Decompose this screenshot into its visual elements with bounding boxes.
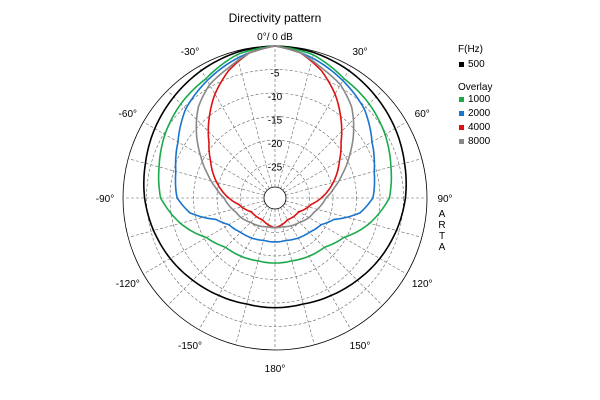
grid-spoke-120	[284, 203, 407, 275]
angle-tick-label-9: 150°	[350, 341, 371, 352]
legend-swatch-2000	[459, 111, 464, 116]
side-label-letter-2: T	[439, 231, 445, 242]
grid-spoke-330	[198, 66, 270, 189]
legend-overlay-header: Overlay	[458, 82, 492, 93]
angle-tick-label-4: -90°	[96, 194, 114, 205]
angle-tick-label-1: 30°	[352, 47, 367, 58]
grid-spoke-345	[235, 51, 273, 188]
legend-swatch-1000	[459, 97, 464, 102]
center-hole	[263, 186, 287, 210]
top-label: 0°/ 0 dB	[257, 32, 293, 43]
grid-spoke-300	[143, 121, 266, 193]
r-tick-label-1: -10	[268, 92, 283, 103]
legend-label-4000: 4000	[468, 122, 491, 133]
grid-spoke-15	[277, 51, 315, 188]
r-tick-label-2: -15	[268, 116, 283, 127]
grid-spoke-255	[128, 200, 265, 238]
angle-tick-label-8: -150°	[178, 341, 202, 352]
grid-spoke-315	[167, 90, 268, 191]
legend: F(Hz) Overlay 500 1000 2000 4000 8000	[458, 44, 492, 147]
angle-tick-labels: -30° 30° -60° 60° -90° 90° -120° 120° -150° 150° 1…	[96, 47, 453, 375]
grid-spoke-165	[277, 208, 315, 345]
side-label-letter-0: A	[439, 209, 446, 220]
angle-tick-label-10: 180°	[265, 364, 286, 375]
grid-spoke-105	[285, 200, 422, 238]
r-tick-label-3: -20	[268, 139, 283, 150]
angle-tick-label-2: -60°	[119, 109, 137, 120]
grid-spoke-30	[280, 66, 352, 189]
side-label-letter-1: R	[438, 220, 445, 231]
grid-ring-1	[169, 92, 381, 304]
grid-spoke-285	[128, 158, 265, 196]
grid-spoke-60	[284, 121, 407, 193]
legend-label-2000: 2000	[468, 108, 491, 119]
series-group	[143, 45, 408, 309]
series-curve-8000	[195, 45, 355, 229]
grid-spoke-150	[280, 207, 352, 330]
angle-tick-label-0: -30°	[181, 47, 199, 58]
legend-label-8000: 8000	[468, 136, 491, 147]
angle-tick-label-7: 120°	[412, 279, 433, 290]
grid-spoke-195	[235, 208, 273, 345]
grid-spoke-240	[143, 203, 266, 275]
grid-spoke-210	[198, 207, 270, 330]
legend-swatch-4000	[459, 125, 464, 130]
grid-spoke-135	[282, 205, 383, 306]
angle-tick-label-6: -120°	[116, 279, 140, 290]
r-tick-label-0: -5	[271, 69, 280, 80]
r-tick-label-4: -25	[268, 163, 283, 174]
legend-label-500: 500	[468, 59, 485, 70]
legend-swatch-500	[459, 62, 464, 67]
polar-grid	[122, 45, 428, 351]
radial-tick-labels: -5 -10 -15 -20 -25	[268, 69, 283, 174]
legend-label-1000: 1000	[468, 94, 491, 105]
grid-spoke-45	[282, 90, 383, 191]
grid-ring-4	[240, 163, 310, 233]
legend-swatch-8000	[459, 139, 464, 144]
angle-tick-label-3: 60°	[415, 109, 430, 120]
side-label-letter-3: A	[439, 242, 446, 253]
grid-spoke-75	[285, 158, 422, 196]
legend-header: F(Hz)	[458, 44, 483, 55]
angle-tick-label-5: 90°	[437, 194, 452, 205]
chart-title: Directivity pattern	[229, 11, 322, 25]
grid-spoke-225	[167, 205, 268, 306]
